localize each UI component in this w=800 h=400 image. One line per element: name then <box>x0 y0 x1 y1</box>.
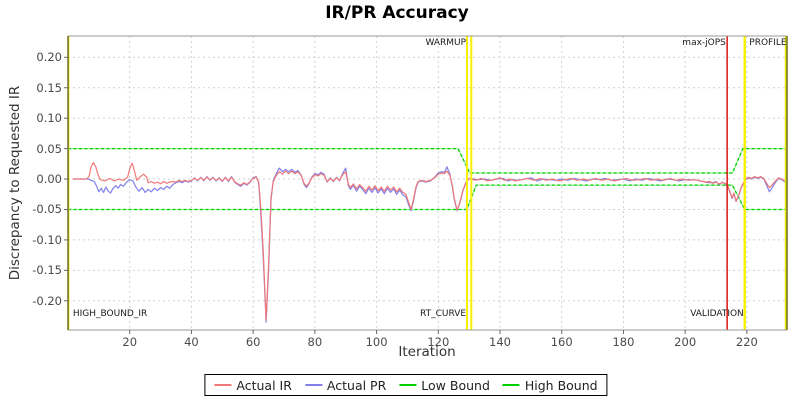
legend-label: Actual IR <box>236 377 292 393</box>
legend: Actual IR Actual PR Low Bound High Bound <box>204 374 608 396</box>
x-axis-label: Iteration <box>398 344 456 360</box>
legend-swatch-icon <box>214 384 232 386</box>
legend-item: Actual IR <box>214 378 292 393</box>
y-tick-label: 0.10 <box>36 111 62 126</box>
legend-label: Low Bound <box>421 377 490 393</box>
x-tick-label: 220 <box>735 335 758 349</box>
legend-swatch-icon <box>399 384 417 386</box>
x-tick-label: 40 <box>184 335 199 349</box>
y-tick-label: -0.05 <box>32 202 62 217</box>
legend-label: High Bound <box>524 377 598 393</box>
x-tick-label: 100 <box>365 335 388 349</box>
x-tick-label: 60 <box>245 335 261 349</box>
marker-label-warmup: WARMUP <box>425 38 467 48</box>
marker-label-rt_curve: RT_CURVE <box>419 309 467 319</box>
high-bound-line <box>68 147 787 174</box>
low-bound-line <box>68 184 787 211</box>
legend-item: Low Bound <box>399 378 490 393</box>
x-tick-label: 180 <box>612 335 635 349</box>
y-tick-label: 0.20 <box>36 50 62 65</box>
tick-marks <box>64 56 748 334</box>
plot-border <box>67 35 788 331</box>
x-tick-label: 160 <box>550 335 573 349</box>
marker-label-profile: PROFILE <box>749 38 787 48</box>
x-tick-label: 140 <box>489 335 511 349</box>
actual-ir-line <box>72 162 786 321</box>
legend-label: Actual PR <box>326 377 387 393</box>
series-layer <box>68 147 787 323</box>
legend-item: Actual PR <box>304 377 387 393</box>
chart-title: IR/PR Accuracy <box>325 3 469 23</box>
marker-label-high_bound_ir: HIGH_BOUND_IR <box>72 309 148 319</box>
y-tick-label: -0.20 <box>32 293 62 308</box>
x-tick-label: 120 <box>427 335 450 349</box>
bound-line-base <box>68 147 787 174</box>
y-tick-label: -0.10 <box>32 232 62 247</box>
x-tick-label: 200 <box>674 335 697 349</box>
legend-swatch-icon <box>502 384 520 386</box>
legend-item: High Bound <box>502 377 598 393</box>
y-tick-label: -0.15 <box>32 263 62 278</box>
gridlines <box>68 36 787 330</box>
x-tick-label: 80 <box>307 335 323 349</box>
x-tick-label: 20 <box>122 335 138 349</box>
actual-pr-line <box>72 166 786 323</box>
bound-line-base <box>68 184 787 211</box>
y-tick-label: 0.05 <box>36 141 62 156</box>
y-tick-label: 0.15 <box>36 80 62 95</box>
legend-swatch-icon <box>304 384 322 386</box>
y-tick-label: 0.00 <box>36 172 62 187</box>
marker-label-validation: VALIDATION <box>690 309 744 319</box>
marker-label-max-jops: max-jOPS <box>682 38 726 48</box>
